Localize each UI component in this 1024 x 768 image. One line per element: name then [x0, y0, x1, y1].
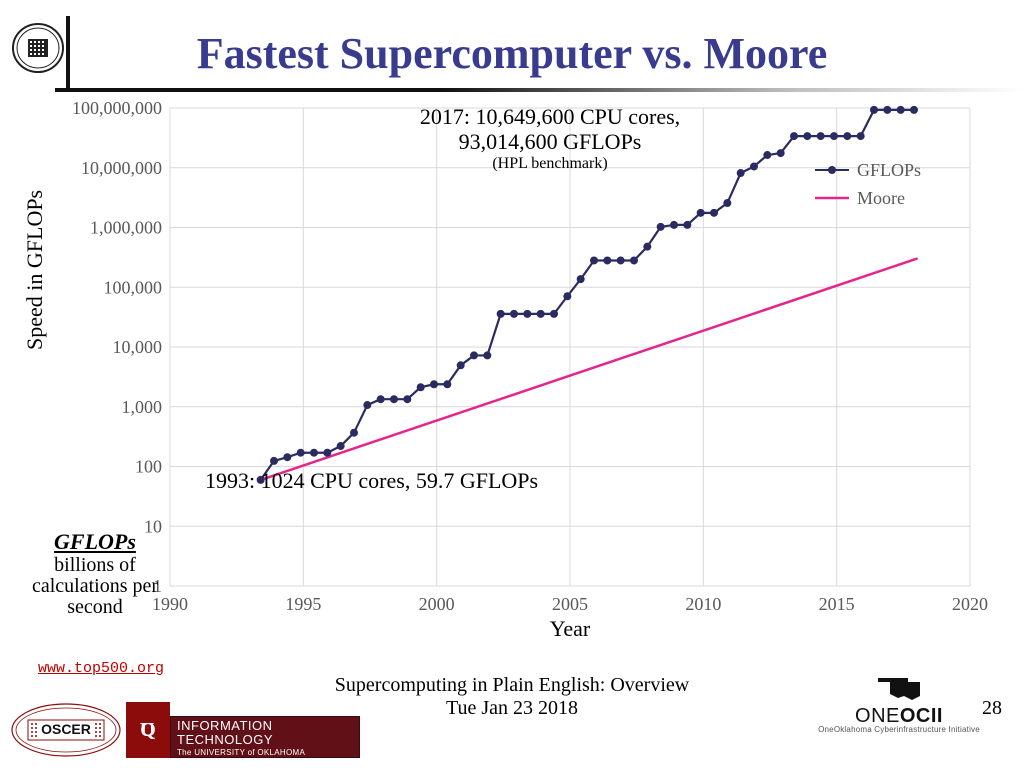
svg-text:U: U	[140, 719, 154, 741]
oneocii-main: ONEOCII	[814, 707, 984, 725]
it-logo-line1: INFORMATION TECHNOLOGY	[177, 719, 353, 748]
slide-number: 28	[982, 697, 1002, 720]
footer-line1: Supercomputing in Plain English: Overvie…	[335, 674, 689, 696]
footer-logos: OSCER Q U INFORMATION TECHNOLOGY The UNI…	[10, 702, 360, 758]
oneocii-logo: ONEOCII OneOklahoma Cyberinfrastructure …	[814, 678, 984, 734]
svg-text:2020: 2020	[952, 594, 988, 614]
gflops-definition: GFLOPs billions of calculations per seco…	[30, 530, 160, 618]
annot-top-line2: 93,014,600 GFLOPs	[459, 129, 642, 154]
oscer-logo-icon: OSCER	[10, 702, 122, 758]
slide: { "title": "Fastest Supercomputer vs. Mo…	[0, 0, 1024, 768]
svg-text:1,000: 1,000	[122, 397, 163, 417]
svg-text:100,000,000: 100,000,000	[72, 100, 162, 118]
annot-top-sub: (HPL benchmark)	[370, 155, 730, 173]
svg-text:2005: 2005	[552, 594, 588, 614]
svg-text:OSCER: OSCER	[41, 721, 91, 737]
svg-text:1995: 1995	[285, 594, 321, 614]
svg-text:100: 100	[135, 457, 162, 477]
oklahoma-shape-icon	[878, 678, 920, 700]
gflops-def-heading: GFLOPs	[30, 530, 160, 553]
svg-text:10,000: 10,000	[113, 337, 163, 357]
annot-top-line1: 2017: 10,649,600 CPU cores,	[420, 104, 680, 129]
svg-text:GFLOPs: GFLOPs	[857, 160, 921, 180]
it-logo-line2: The UNIVERSITY of OKLAHOMA	[177, 748, 353, 757]
svg-text:100,000: 100,000	[104, 277, 163, 297]
slide-title: Fastest Supercomputer vs. Moore	[0, 28, 1024, 79]
title-hline	[55, 88, 1024, 92]
gflops-def-body: billions of calculations per second	[32, 554, 158, 618]
annotation-top: 2017: 10,649,600 CPU cores, 93,014,600 G…	[370, 104, 730, 173]
svg-text:10,000,000: 10,000,000	[81, 158, 162, 178]
svg-text:2010: 2010	[685, 594, 721, 614]
y-axis-label: Speed in GFLOPs	[22, 190, 48, 350]
svg-text:1,000,000: 1,000,000	[90, 218, 162, 238]
annotation-bottom: 1993: 1024 CPU cores, 59.7 GFLOPs	[205, 468, 538, 493]
chart-svg: 1101001,00010,000100,0001,000,00010,000,…	[30, 100, 1000, 640]
svg-text:2000: 2000	[419, 594, 455, 614]
oneocii-sub: OneOklahoma Cyberinfrastructure Initiati…	[814, 725, 984, 734]
chart-area: Speed in GFLOPs 1101001,00010,000100,000…	[30, 100, 1000, 640]
svg-text:2015: 2015	[819, 594, 855, 614]
it-logo: INFORMATION TECHNOLOGY The UNIVERSITY of…	[170, 716, 360, 758]
ou-logo-icon: Q U	[126, 702, 170, 758]
svg-text:Year: Year	[550, 616, 591, 640]
svg-text:Moore: Moore	[857, 188, 905, 208]
